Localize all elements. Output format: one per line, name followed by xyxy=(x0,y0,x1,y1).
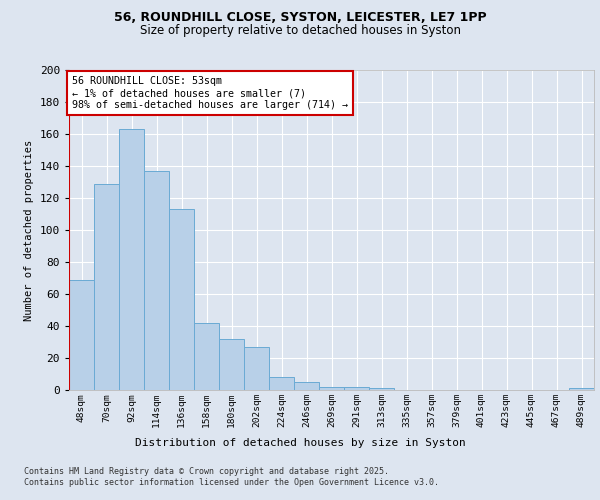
Bar xyxy=(94,184,119,390)
Bar xyxy=(344,387,369,390)
Text: Size of property relative to detached houses in Syston: Size of property relative to detached ho… xyxy=(139,24,461,37)
Bar xyxy=(69,280,94,390)
Text: Distribution of detached houses by size in Syston: Distribution of detached houses by size … xyxy=(134,438,466,448)
Text: Contains HM Land Registry data © Crown copyright and database right 2025.
Contai: Contains HM Land Registry data © Crown c… xyxy=(24,468,439,487)
Text: 56 ROUNDHILL CLOSE: 53sqm
← 1% of detached houses are smaller (7)
98% of semi-de: 56 ROUNDHILL CLOSE: 53sqm ← 1% of detach… xyxy=(72,76,348,110)
Bar xyxy=(244,347,269,390)
Bar xyxy=(144,171,169,390)
Bar xyxy=(269,377,294,390)
Bar xyxy=(569,388,594,390)
Bar xyxy=(319,387,344,390)
Bar xyxy=(169,209,194,390)
Bar xyxy=(294,382,319,390)
Bar xyxy=(194,323,219,390)
Y-axis label: Number of detached properties: Number of detached properties xyxy=(24,140,34,320)
Bar xyxy=(119,129,144,390)
Bar xyxy=(369,388,394,390)
Bar xyxy=(219,339,244,390)
Text: 56, ROUNDHILL CLOSE, SYSTON, LEICESTER, LE7 1PP: 56, ROUNDHILL CLOSE, SYSTON, LEICESTER, … xyxy=(113,11,487,24)
